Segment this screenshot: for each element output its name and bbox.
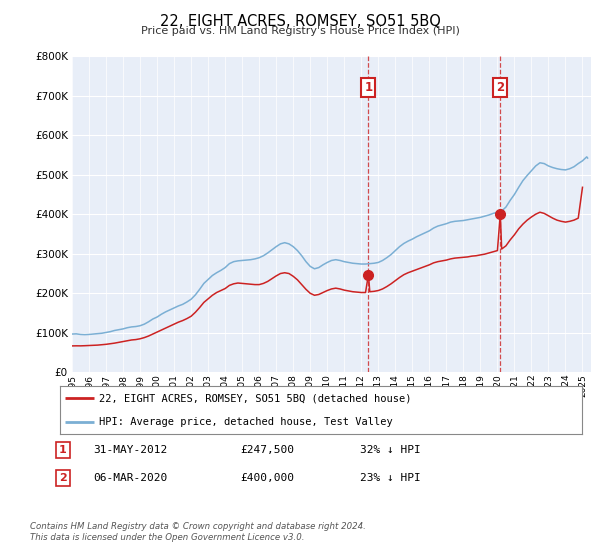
Text: This data is licensed under the Open Government Licence v3.0.: This data is licensed under the Open Gov… bbox=[30, 533, 305, 542]
Text: Contains HM Land Registry data © Crown copyright and database right 2024.: Contains HM Land Registry data © Crown c… bbox=[30, 522, 366, 531]
Text: £247,500: £247,500 bbox=[240, 445, 294, 455]
Text: 23% ↓ HPI: 23% ↓ HPI bbox=[360, 473, 421, 483]
Text: 1: 1 bbox=[59, 445, 67, 455]
Text: 06-MAR-2020: 06-MAR-2020 bbox=[93, 473, 167, 483]
Text: 22, EIGHT ACRES, ROMSEY, SO51 5BQ: 22, EIGHT ACRES, ROMSEY, SO51 5BQ bbox=[160, 14, 440, 29]
Text: 32% ↓ HPI: 32% ↓ HPI bbox=[360, 445, 421, 455]
Text: HPI: Average price, detached house, Test Valley: HPI: Average price, detached house, Test… bbox=[99, 417, 393, 427]
Text: 31-MAY-2012: 31-MAY-2012 bbox=[93, 445, 167, 455]
Text: 2: 2 bbox=[496, 81, 505, 94]
Text: 1: 1 bbox=[364, 81, 373, 94]
Text: 2: 2 bbox=[59, 473, 67, 483]
Text: Price paid vs. HM Land Registry's House Price Index (HPI): Price paid vs. HM Land Registry's House … bbox=[140, 26, 460, 36]
Text: £400,000: £400,000 bbox=[240, 473, 294, 483]
Text: 22, EIGHT ACRES, ROMSEY, SO51 5BQ (detached house): 22, EIGHT ACRES, ROMSEY, SO51 5BQ (detac… bbox=[99, 393, 412, 403]
